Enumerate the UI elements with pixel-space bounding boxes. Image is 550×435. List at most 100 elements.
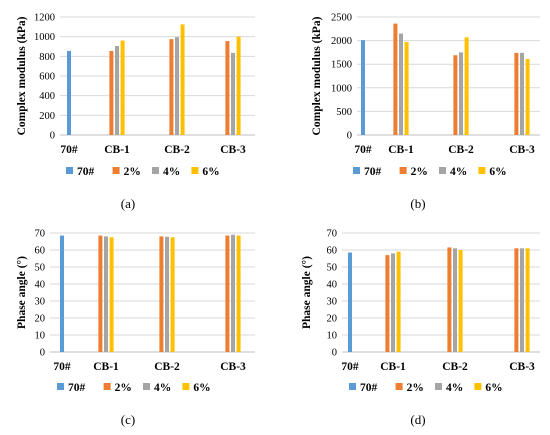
legend-swatch-6	[474, 383, 482, 390]
bar-70-70	[348, 252, 352, 352]
y-tick-label: 0	[347, 131, 352, 142]
legend-swatch-6	[182, 383, 190, 390]
bar-cb-1-2	[98, 235, 103, 352]
x-category-label: 70#	[60, 144, 78, 156]
bar-cb-3-6	[525, 59, 530, 136]
legend-swatch-70	[353, 167, 360, 174]
bar-cb-1-2	[393, 23, 398, 135]
legend-swatch-4	[143, 383, 150, 390]
bar-70-70	[60, 235, 64, 352]
x-category-label: CB-3	[220, 361, 246, 373]
bar-cb-1-6	[120, 40, 125, 135]
panel-caption: (c)	[121, 412, 135, 427]
x-category-label: CB-2	[448, 144, 474, 156]
legend: 70# 2% 4% 6%	[353, 166, 507, 178]
bar-cb-1-2	[109, 50, 114, 135]
y-tick-label: 40	[327, 280, 338, 291]
legend-swatch-2	[112, 167, 120, 174]
bar-cb-2-6	[458, 250, 463, 352]
x-category-label: CB-2	[442, 361, 468, 373]
x-category-label: CB-2	[154, 361, 180, 373]
y-tick-label: 50	[35, 263, 46, 274]
bar-70-70	[361, 40, 365, 135]
bar-cb-2-6	[180, 24, 185, 135]
x-category-label: 70#	[53, 361, 71, 373]
bar-cb-3-6	[236, 36, 241, 135]
panel-caption: (a)	[121, 196, 135, 211]
legend-swatch-2	[103, 383, 111, 390]
legend: 70# 2% 4% 6%	[57, 382, 211, 394]
y-tick-label: 200	[39, 111, 55, 122]
bar-cb-3-6	[525, 248, 530, 352]
bar-cb-3-2	[225, 41, 230, 135]
y-tick-label: 20	[35, 314, 46, 325]
y-axis-title: Phase angle (°)	[16, 256, 28, 329]
legend-label-2: 2%	[411, 166, 428, 178]
legend-label-70: 70#	[77, 166, 95, 178]
legend-label-4: 4%	[154, 382, 171, 394]
bar-cb-3-4	[520, 248, 524, 352]
y-tick-label: 2500	[331, 13, 352, 24]
x-category-label: CB-3	[509, 144, 535, 156]
legend-label-4: 4%	[450, 166, 467, 178]
legend: 70# 2% 4% 6%	[66, 166, 220, 178]
y-tick-label: 400	[39, 91, 55, 102]
legend-swatch-2	[399, 167, 407, 174]
legend-swatch-4	[435, 383, 442, 390]
legend-label-6: 6%	[485, 382, 502, 394]
legend-label-6: 6%	[489, 166, 506, 178]
legend-label-2: 2%	[115, 382, 132, 394]
y-tick-label: 1200	[34, 13, 55, 24]
y-tick-label: 30	[35, 297, 46, 308]
y-tick-label: 50	[327, 263, 338, 274]
bar-cb-3-2	[514, 248, 519, 352]
legend-label-4: 4%	[163, 166, 180, 178]
bar-cb-3-4	[231, 52, 235, 136]
y-tick-label: 30	[327, 297, 338, 308]
bar-cb-2-2	[169, 39, 174, 135]
legend-swatch-6	[478, 167, 486, 174]
bar-cb-2-4	[453, 248, 457, 352]
y-tick-label: 20	[327, 314, 338, 325]
bar-cb-1-6	[404, 42, 409, 135]
legend-swatch-2	[395, 383, 403, 390]
chart-panel-1: 0 200 400 600 800 1000 1200 70# CB-1 CB-2 CB-3 Comp…	[16, 13, 255, 211]
y-tick-label: 2000	[331, 36, 352, 47]
bar-cb-3-4	[231, 234, 235, 352]
y-axis-title: Phase angle (°)	[301, 256, 313, 329]
bar-cb-3-2	[514, 52, 519, 135]
x-category-label: CB-1	[104, 144, 130, 156]
bar-cb-2-6	[170, 237, 175, 352]
legend-swatch-4	[152, 167, 159, 174]
y-tick-label: 10	[327, 331, 338, 342]
y-tick-label: 1000	[34, 32, 55, 43]
bar-cb-2-4	[459, 52, 463, 135]
bar-70-70	[67, 50, 71, 135]
y-tick-label: 1000	[331, 83, 352, 94]
bar-cb-3-6	[236, 235, 241, 352]
bar-cb-1-2	[385, 255, 390, 352]
panel-caption: (d)	[410, 412, 425, 427]
bar-cb-2-2	[159, 236, 164, 352]
legend-label-70: 70#	[364, 166, 382, 178]
legend-swatch-70	[349, 383, 356, 390]
legend-swatch-70	[57, 383, 64, 390]
legend-swatch-70	[66, 167, 73, 174]
y-tick-label: 60	[327, 246, 338, 257]
legend-label-2: 2%	[124, 166, 141, 178]
x-category-label: CB-2	[164, 144, 190, 156]
legend-swatch-4	[439, 167, 446, 174]
bar-cb-1-6	[109, 237, 114, 352]
y-tick-label: 70	[35, 229, 46, 240]
y-tick-label: 40	[35, 280, 46, 291]
bar-cb-2-6	[464, 37, 469, 135]
bar-cb-2-2	[453, 55, 458, 136]
y-tick-label: 60	[35, 246, 46, 257]
bar-cb-2-4	[165, 236, 169, 352]
x-category-label: 70#	[341, 361, 359, 373]
legend-swatch-6	[191, 167, 199, 174]
bar-cb-3-4	[520, 52, 524, 135]
